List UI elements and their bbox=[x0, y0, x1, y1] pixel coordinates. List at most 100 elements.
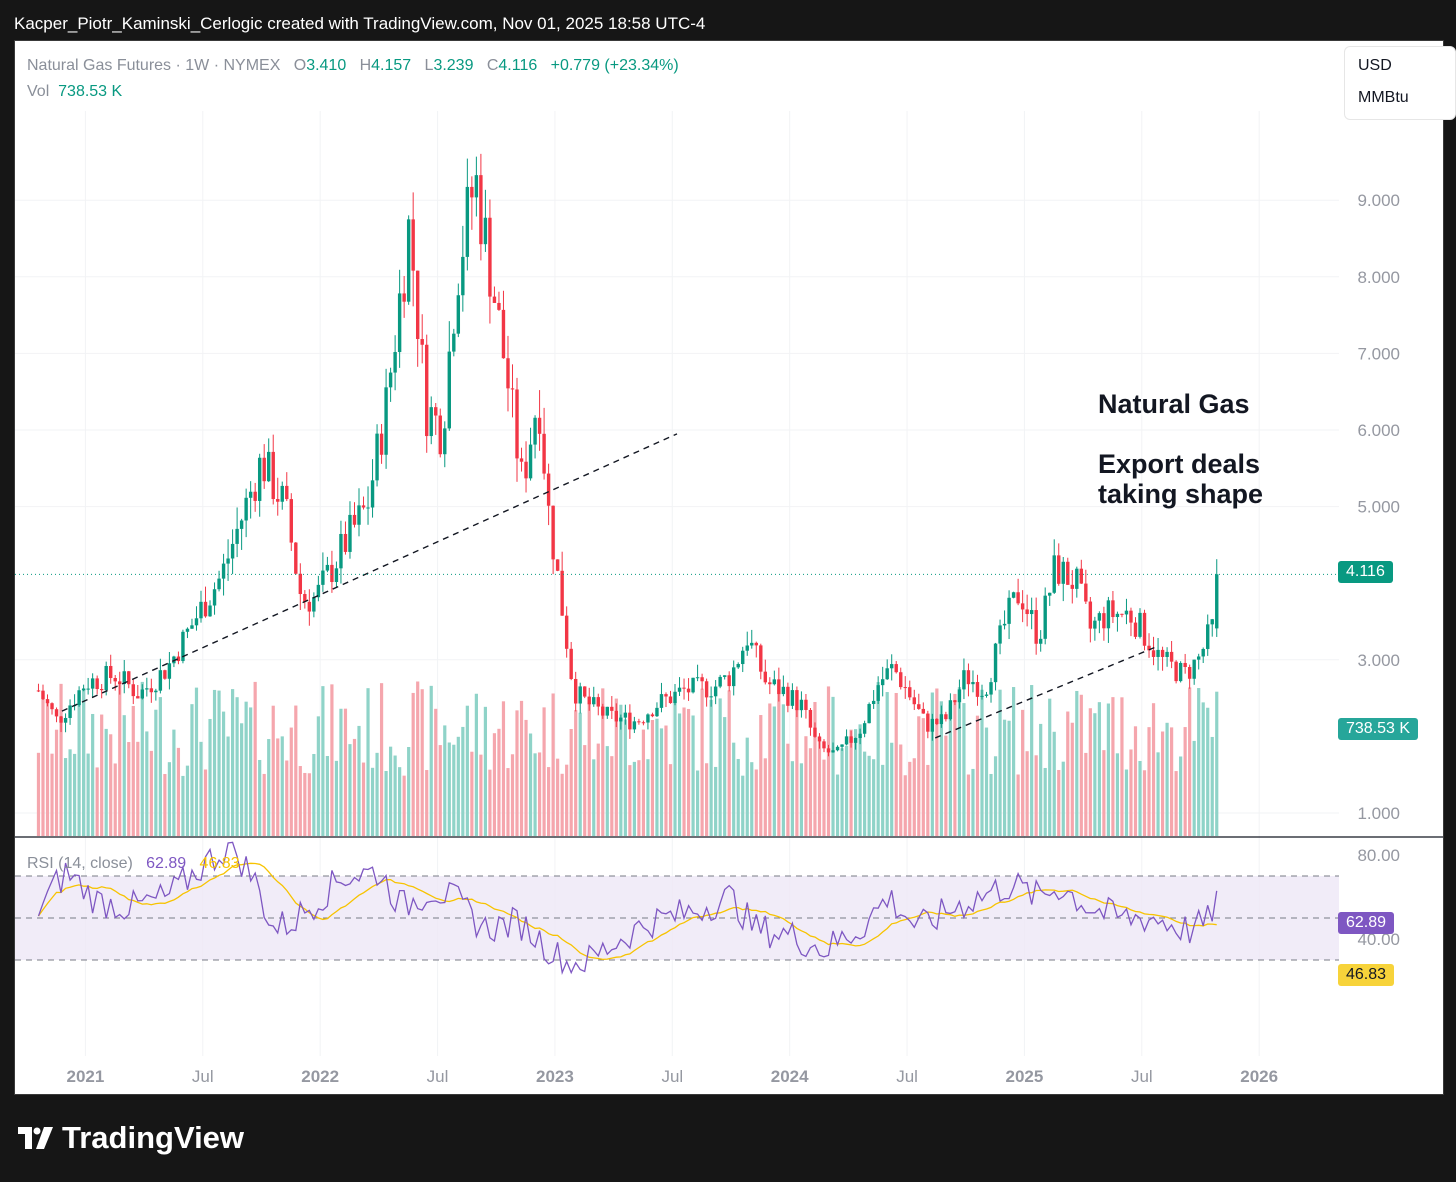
volume-bar bbox=[528, 733, 533, 836]
volume-bar bbox=[1034, 755, 1038, 836]
rsi-tick-label: 40.00 bbox=[1357, 930, 1400, 949]
price-tick-label: 3.000 bbox=[1357, 651, 1400, 670]
candle-body bbox=[1070, 584, 1074, 589]
volume-bar bbox=[208, 718, 212, 836]
candle-body bbox=[813, 727, 817, 737]
volume-bar bbox=[935, 688, 939, 836]
volume-bar bbox=[203, 769, 208, 836]
candle-body bbox=[343, 533, 348, 552]
currency-unit-selector[interactable]: USD MMBtu bbox=[1344, 46, 1456, 120]
volume-bar bbox=[452, 744, 456, 836]
candle-body bbox=[122, 671, 126, 685]
candle-body bbox=[587, 696, 591, 705]
volume-bar bbox=[822, 759, 826, 836]
volume-bar bbox=[109, 734, 113, 836]
volume-bar bbox=[416, 681, 420, 836]
volume-bar bbox=[488, 769, 492, 836]
volume-bar bbox=[407, 747, 411, 836]
candle-body bbox=[253, 491, 257, 501]
volume-bar bbox=[1147, 727, 1151, 836]
candle-body bbox=[867, 704, 871, 724]
tradingview-logo[interactable]: TradingView bbox=[18, 1120, 244, 1156]
unit-label[interactable]: MMBtu bbox=[1358, 89, 1409, 106]
chart-frame: 9.000 8.000 7.000 6.000 5.000 3.000 1.000 80.00… bbox=[14, 40, 1456, 1095]
candle-body bbox=[573, 678, 578, 704]
volume-bar bbox=[795, 708, 799, 836]
candle-body bbox=[1057, 555, 1061, 584]
candle-body bbox=[1048, 592, 1052, 596]
symbol-label[interactable]: Natural Gas Futures · 1W · NYMEX bbox=[27, 57, 281, 74]
volume-bar bbox=[885, 692, 889, 836]
volume-bar bbox=[72, 753, 77, 836]
annotation-line-2: Export deals bbox=[1098, 449, 1261, 479]
candle-body bbox=[1210, 619, 1214, 625]
candle-body bbox=[1169, 651, 1174, 662]
candle-body bbox=[628, 712, 632, 730]
volume-bar bbox=[425, 770, 429, 836]
candle-body bbox=[1061, 561, 1065, 584]
volume-bar bbox=[763, 758, 767, 836]
candle-body bbox=[1020, 603, 1025, 610]
candle-body bbox=[176, 656, 181, 662]
volume-bar bbox=[565, 764, 569, 836]
volume-bar bbox=[298, 766, 302, 836]
volume-bar bbox=[596, 743, 600, 836]
volume-bar bbox=[1070, 722, 1074, 836]
volume-bar bbox=[551, 693, 555, 836]
chart-canvas[interactable]: 9.000 8.000 7.000 6.000 5.000 3.000 1.000 80.00… bbox=[15, 41, 1443, 1094]
candle-body bbox=[727, 675, 731, 687]
volume-bar bbox=[926, 764, 930, 836]
volume-bar bbox=[474, 693, 478, 836]
chart-caption: Kacper_Piotr_Kaminski_Cerlogic created w… bbox=[14, 14, 706, 33]
candle-body bbox=[840, 744, 844, 747]
volume-bar bbox=[1133, 726, 1138, 836]
volume-bar bbox=[253, 681, 257, 836]
candle-body bbox=[303, 594, 307, 602]
candle-body bbox=[944, 714, 948, 720]
rsi-ma-value: 46.83 bbox=[199, 855, 240, 872]
volume-bar bbox=[118, 684, 122, 836]
candle-body bbox=[388, 372, 393, 388]
candle-body bbox=[894, 664, 898, 673]
volume-bar bbox=[966, 774, 971, 836]
volume-bar bbox=[330, 684, 334, 836]
rsi-label[interactable]: RSI (14, close) bbox=[27, 855, 133, 872]
candle-body bbox=[1206, 624, 1210, 649]
volume-bar bbox=[91, 713, 95, 836]
volume-bar bbox=[185, 765, 190, 836]
candle-body bbox=[962, 670, 966, 690]
volume-bar bbox=[993, 756, 998, 836]
volume-bar bbox=[835, 774, 840, 836]
volume-bar bbox=[962, 703, 966, 836]
volume-bar bbox=[325, 756, 330, 836]
volume-bar bbox=[285, 760, 289, 836]
candle-body bbox=[560, 570, 564, 616]
annotation-title: Natural Gas bbox=[1098, 389, 1250, 419]
volume-bar bbox=[709, 699, 713, 836]
candle-body bbox=[646, 714, 650, 723]
volume-bar bbox=[1215, 691, 1219, 836]
candle-body bbox=[1160, 649, 1165, 657]
rsi-tick-label: 80.00 bbox=[1357, 846, 1400, 865]
candle-body bbox=[145, 688, 149, 690]
volume-bar bbox=[890, 742, 894, 836]
candle-body bbox=[826, 748, 831, 753]
volume-bar bbox=[86, 753, 90, 836]
volume-bar bbox=[154, 709, 158, 836]
candle-body bbox=[966, 670, 971, 685]
currency-label[interactable]: USD bbox=[1358, 57, 1392, 74]
candle-body bbox=[348, 514, 352, 552]
volume-bar bbox=[894, 692, 898, 836]
volume-bar bbox=[867, 755, 871, 836]
volume-bar bbox=[556, 758, 560, 836]
candle-body bbox=[677, 687, 682, 692]
candle-body bbox=[551, 505, 555, 560]
rsi-line bbox=[37, 841, 1218, 976]
candle-body bbox=[167, 663, 172, 679]
volume-bar bbox=[339, 708, 343, 836]
volume-bar bbox=[863, 751, 867, 836]
volume-bar bbox=[574, 710, 578, 836]
candle-body bbox=[537, 417, 542, 434]
candle-body bbox=[470, 186, 474, 198]
volume-bar bbox=[948, 704, 952, 836]
